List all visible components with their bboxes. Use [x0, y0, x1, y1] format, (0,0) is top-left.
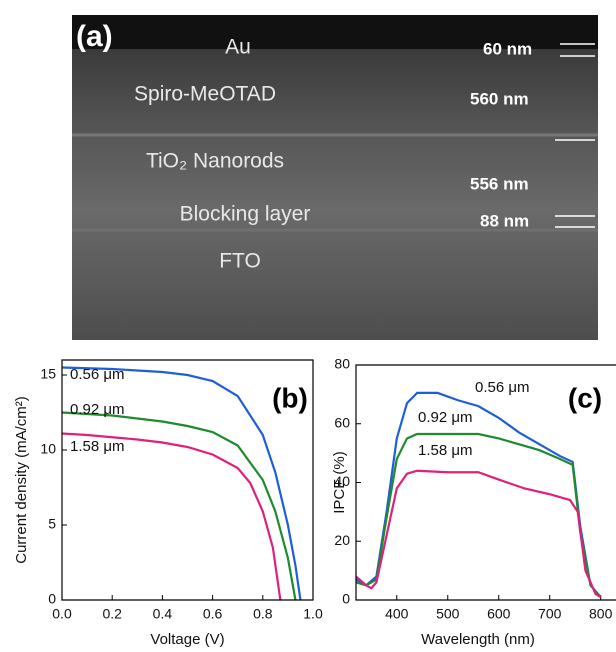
y-tick-label: 60: [334, 414, 350, 430]
y-tick-label: 0: [48, 591, 56, 607]
series-line: [356, 471, 601, 597]
layer-label: Au: [225, 36, 251, 59]
figure: (a) Au Spiro-MeOTAD TiO₂ Nanorods Blocki…: [0, 0, 616, 652]
x-tick-label: 0.8: [253, 606, 273, 622]
x-axis-label: Wavelength (nm): [421, 631, 535, 648]
thickness: 556 nm: [470, 174, 529, 193]
y-tick-label: 0: [342, 591, 350, 607]
x-tick-label: 0.4: [153, 606, 173, 622]
layer-label: TiO₂ Nanorods: [146, 150, 284, 173]
series-label: 0.92 μm: [70, 401, 125, 418]
series-line: [356, 393, 601, 597]
x-tick-label: 1.0: [303, 606, 323, 622]
panel-label: (a): [76, 20, 113, 53]
thickness: 560 nm: [470, 89, 529, 108]
x-tick-label: 800: [589, 606, 613, 622]
series-label: 1.58 μm: [70, 438, 125, 455]
x-tick-label: 0.2: [102, 606, 122, 622]
y-axis-label: Current density (mA/cm²): [13, 396, 30, 564]
series-label: 0.56 μm: [475, 379, 530, 396]
x-tick-label: 600: [487, 606, 511, 622]
y-tick-label: 20: [334, 532, 350, 548]
y-tick-label: 15: [40, 366, 56, 382]
x-tick-label: 0.0: [52, 606, 72, 622]
x-tick-label: 700: [538, 606, 562, 622]
y-axis-label: IPCE (%): [331, 451, 348, 514]
panel-label: (b): [272, 382, 308, 413]
y-tick-label: 80: [334, 356, 350, 372]
panel-label: (c): [568, 382, 602, 413]
series-label: 0.92 μm: [418, 409, 473, 426]
y-tick-label: 5: [48, 516, 56, 532]
x-tick-label: 0.6: [203, 606, 223, 622]
thickness: 60 nm: [483, 39, 532, 58]
x-tick-label: 500: [436, 606, 460, 622]
y-tick-label: 10: [40, 441, 56, 457]
layer-label: FTO: [219, 250, 261, 273]
layer-label: Spiro-MeOTAD: [134, 83, 276, 106]
sem-image: (a) Au Spiro-MeOTAD TiO₂ Nanorods Blocki…: [72, 15, 598, 340]
chart: 0.0 0.2 0.4 0.6 0.8 1.0 0 5 10 15 0.56 μm 0.92 μm 1.…: [13, 360, 323, 648]
series-label: 1.58 μm: [418, 442, 473, 459]
x-axis-label: Voltage (V): [150, 631, 224, 648]
thickness: 88 nm: [480, 211, 529, 230]
layer-label: Blocking layer: [180, 203, 311, 226]
series-label: 0.56 μm: [70, 366, 125, 383]
x-tick-label: 400: [385, 606, 409, 622]
